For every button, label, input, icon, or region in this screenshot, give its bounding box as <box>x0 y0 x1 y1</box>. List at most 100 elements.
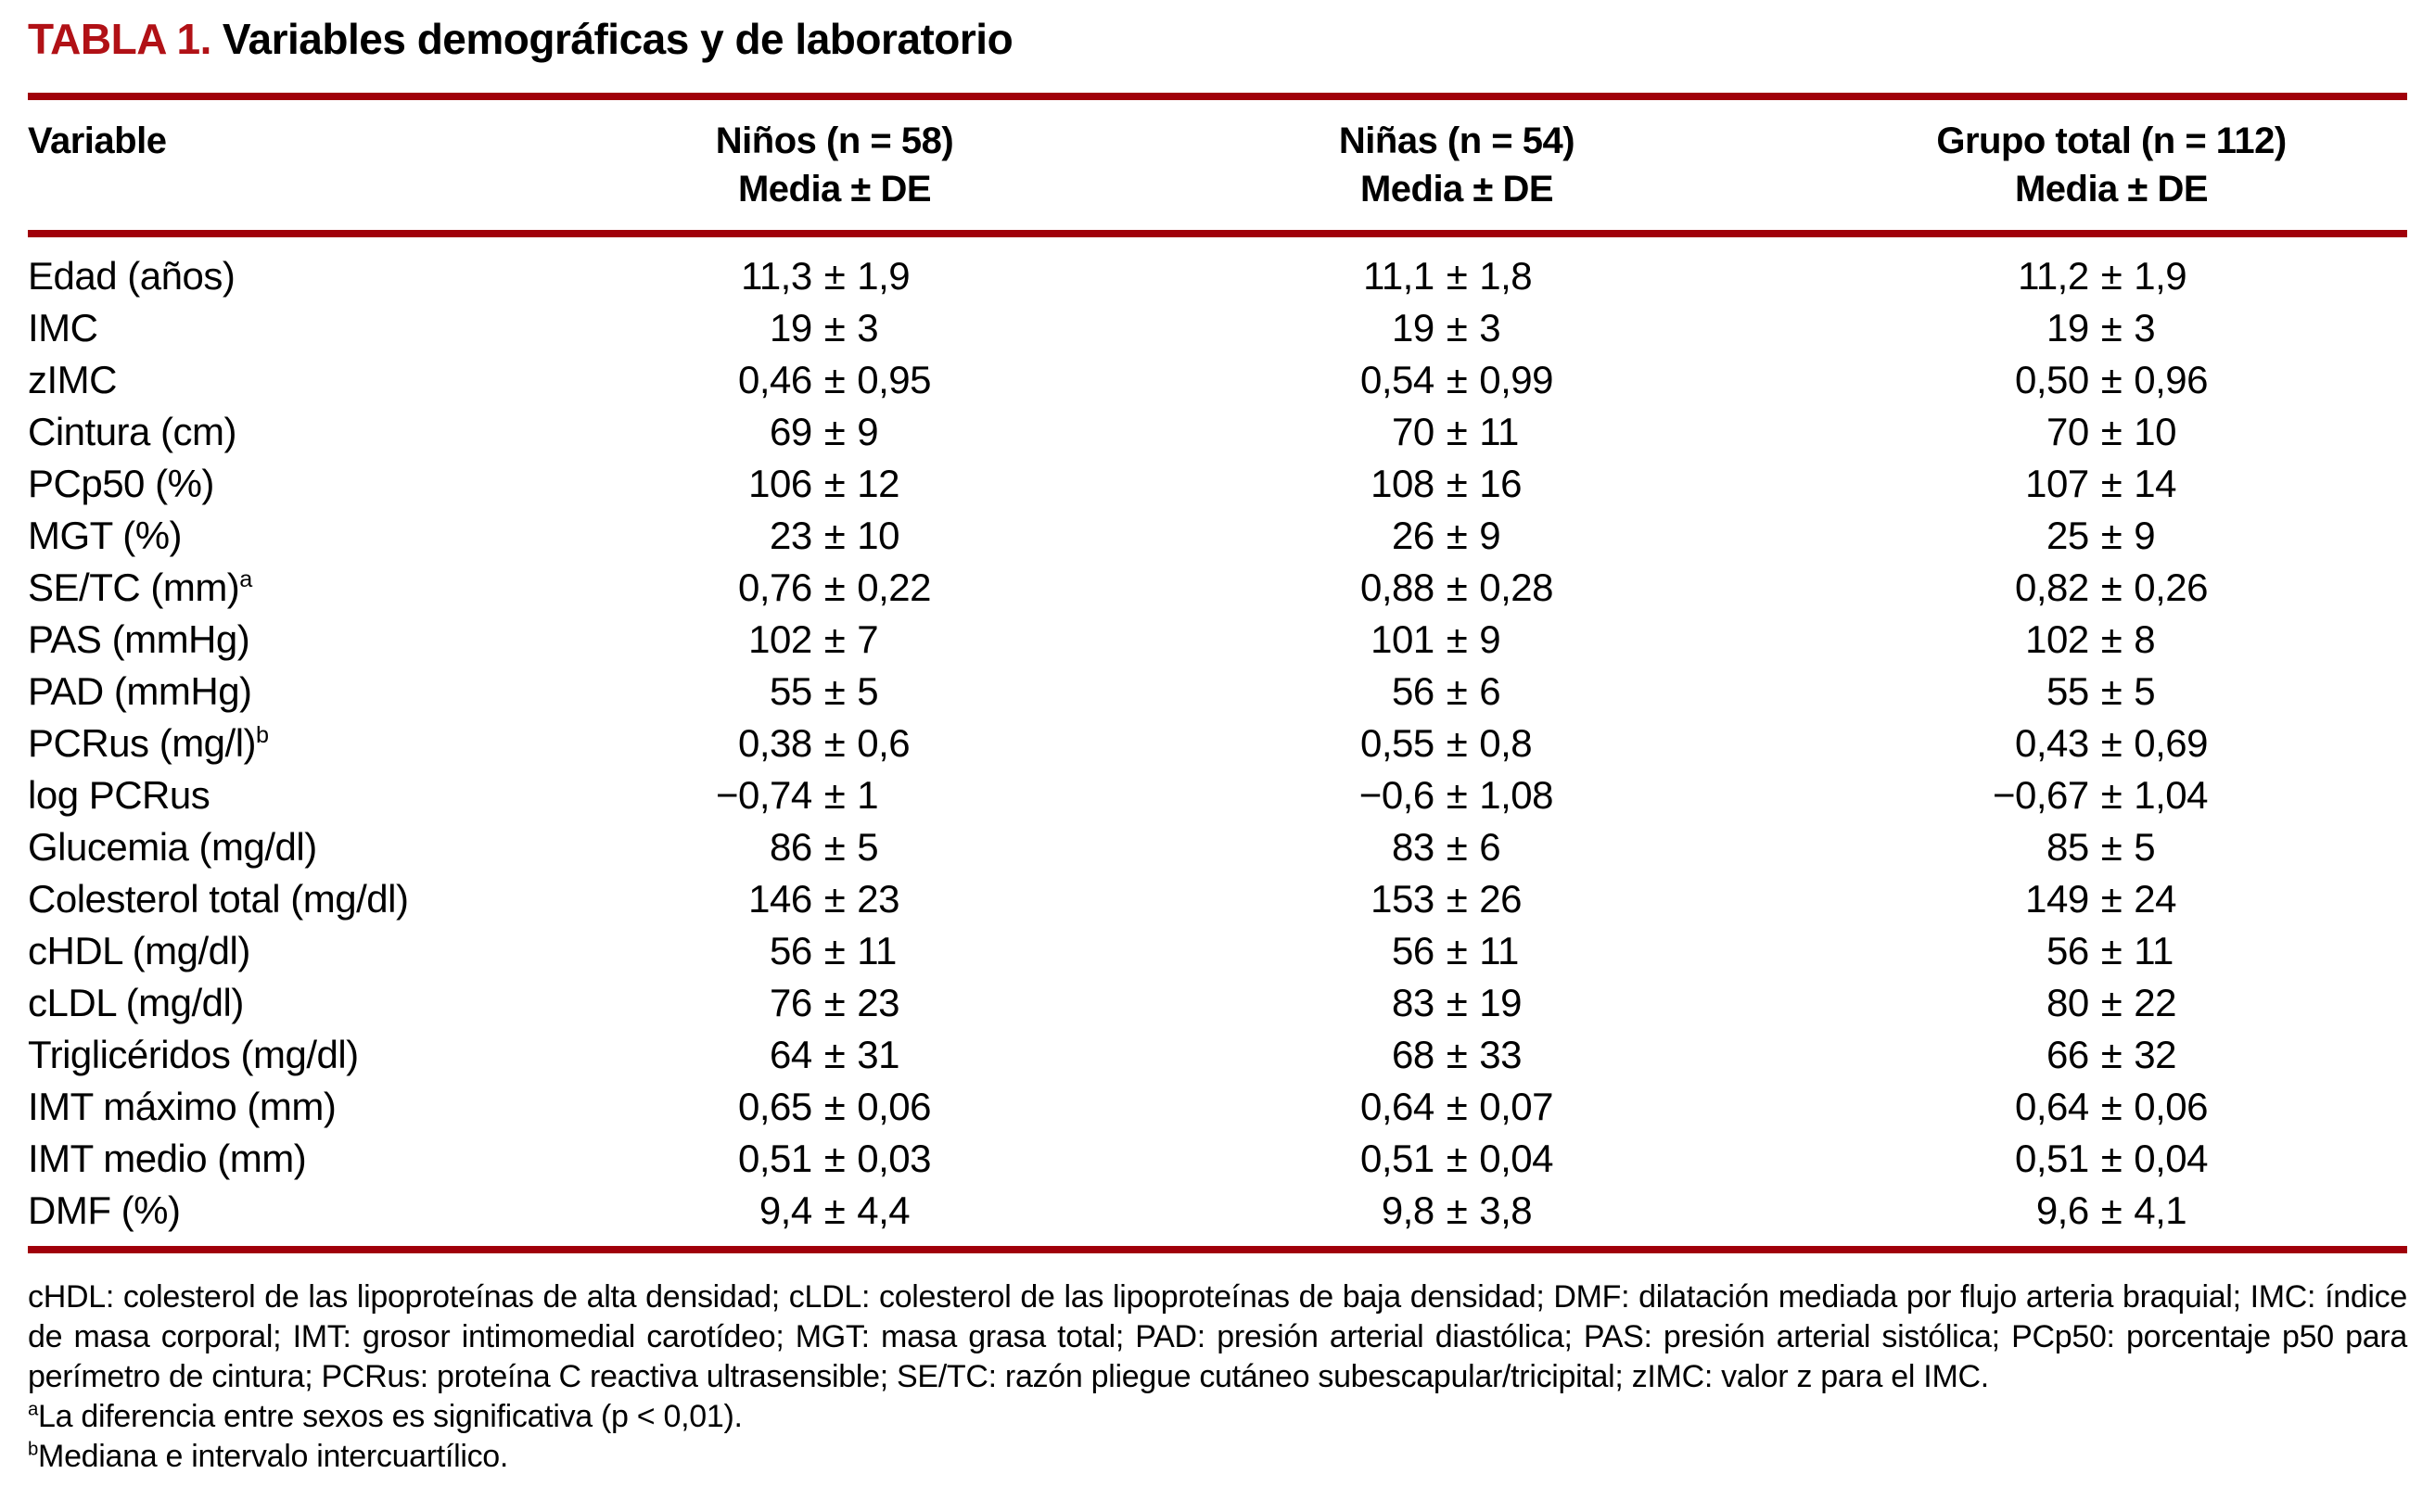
table-row: Triglicéridos (mg/dl) 64 ±31 68 ±33 66 ±32 <box>28 1029 2407 1081</box>
value-grupo-total: 55 ±5 <box>2046 669 2156 713</box>
row-label: SE/TC (mm)a <box>28 565 252 609</box>
table-row: DMF (%) 9,4 ±4,4 9,8 ±3,8 9,6 ±4,1 <box>28 1185 2407 1237</box>
plus-minus: ± <box>823 1137 846 1180</box>
value-ninos: 86 ±5 <box>770 825 879 869</box>
plus-minus: ± <box>1446 669 1468 713</box>
plus-minus: ± <box>2100 1137 2123 1180</box>
footnote-marker: b <box>28 1439 39 1460</box>
row-label: Triglicéridos (mg/dl) <box>28 1033 359 1076</box>
row-label: IMT máximo (mm) <box>28 1085 337 1128</box>
value-grupo-total: 0,64 ±0,06 <box>2014 1085 2209 1128</box>
column-subheader: Media ± DE <box>1359 169 1554 210</box>
plus-minus: ± <box>1446 1137 1468 1180</box>
plus-minus: ± <box>2100 462 2123 505</box>
plus-minus: ± <box>2100 617 2123 661</box>
value-ninos: −0,74 ±1 <box>715 773 879 817</box>
table-row: Cintura (cm) 69 ±9 70 ±11 70 ±10 <box>28 406 2407 458</box>
row-label: PCRus (mg/l)b <box>28 721 269 765</box>
value-ninas: 83 ±6 <box>1392 825 1501 869</box>
plus-minus: ± <box>2100 669 2123 713</box>
value-grupo-total: 80 ±22 <box>2046 981 2176 1024</box>
plus-minus: ± <box>1446 981 1468 1024</box>
table-title: TABLA 1. Variables demográficas y de labo… <box>28 13 2407 65</box>
plus-minus: ± <box>1446 1188 1468 1232</box>
value-grupo-total: 11,2 ±1,9 <box>2018 254 2187 298</box>
lettered-note: aLa diferencia entre sexos es significat… <box>28 1399 743 1434</box>
value-ninos: 69 ±9 <box>770 410 879 453</box>
plus-minus: ± <box>1446 773 1468 817</box>
plus-minus: ± <box>823 1033 846 1076</box>
value-ninas: 68 ±33 <box>1392 1033 1522 1076</box>
plus-minus: ± <box>1446 254 1468 298</box>
plus-minus: ± <box>823 825 846 869</box>
plus-minus: ± <box>1446 306 1468 349</box>
value-ninas: −0,6 ±1,08 <box>1358 773 1554 817</box>
footnote-marker: a <box>28 1399 39 1420</box>
value-ninas: 0,64 ±0,07 <box>1359 1085 1554 1128</box>
row-label: MGT (%) <box>28 514 183 557</box>
table-row: cHDL (mg/dl) 56 ±11 56 ±11 56 ±11 <box>28 925 2407 977</box>
value-ninos: 0,46 ±0,95 <box>737 358 932 401</box>
value-ninas: 0,88 ±0,28 <box>1359 565 1554 609</box>
plus-minus: ± <box>1446 410 1468 453</box>
plus-minus: ± <box>2100 514 2123 557</box>
value-ninas: 153 ±26 <box>1370 877 1522 921</box>
plus-minus: ± <box>1446 358 1468 401</box>
plus-minus: ± <box>1446 1085 1468 1128</box>
plus-minus: ± <box>823 410 846 453</box>
row-label: zIMC <box>28 358 118 401</box>
table-row: Colesterol total (mg/dl) 146 ±23 153 ±26 149 ±… <box>28 873 2407 925</box>
plus-minus: ± <box>1446 825 1468 869</box>
value-ninas: 108 ±16 <box>1370 462 1522 505</box>
row-label: Edad (años) <box>28 254 236 298</box>
row-label: PAD (mmHg) <box>28 669 252 713</box>
column-subheader: Media ± DE <box>737 169 932 210</box>
column-header-variable: Variable <box>28 117 584 165</box>
value-grupo-total: 149 ±24 <box>2025 877 2176 921</box>
value-grupo-total: 56 ±11 <box>2046 929 2174 972</box>
value-ninas: 0,54 ±0,99 <box>1359 358 1554 401</box>
plus-minus: ± <box>2100 773 2123 817</box>
abbreviations-note: cHDL: colesterol de las lipoproteínas de… <box>28 1279 2407 1394</box>
column-header-ninas: Niñas (n = 54) Media ± DE <box>1085 117 1829 213</box>
plus-minus: ± <box>823 1188 846 1232</box>
row-label: Glucemia (mg/dl) <box>28 825 317 869</box>
plus-minus: ± <box>1446 929 1468 972</box>
value-ninas: 101 ±9 <box>1370 617 1501 661</box>
value-ninos: 106 ±12 <box>748 462 899 505</box>
value-ninos: 55 ±5 <box>770 669 879 713</box>
row-label: PAS (mmHg) <box>28 617 250 661</box>
plus-minus: ± <box>2100 1085 2123 1128</box>
value-ninas: 0,51 ±0,04 <box>1359 1137 1554 1180</box>
value-grupo-total: 102 ±8 <box>2025 617 2156 661</box>
plus-minus: ± <box>823 462 846 505</box>
value-grupo-total: 85 ±5 <box>2046 825 2156 869</box>
plus-minus: ± <box>823 358 846 401</box>
value-grupo-total: 0,82 ±0,26 <box>2014 565 2209 609</box>
table-body: Edad (años) 11,3 ±1,9 11,1 ±1,8 11,2 ±1,9 IMC 19… <box>28 237 2407 1246</box>
plus-minus: ± <box>823 617 846 661</box>
plus-minus: ± <box>1446 721 1468 765</box>
table-row: IMT máximo (mm) 0,65 ±0,06 0,64 ±0,07 0,64 ±0,… <box>28 1081 2407 1133</box>
value-grupo-total: 66 ±32 <box>2046 1033 2176 1076</box>
row-label: log PCRus <box>28 773 210 817</box>
header-rule <box>28 230 2407 237</box>
table-row: MGT (%) 23 ±10 26 ±9 25 ±9 <box>28 510 2407 562</box>
row-label: IMC <box>28 306 98 349</box>
plus-minus: ± <box>2100 825 2123 869</box>
column-header-label: Niños (n = 58) <box>715 121 954 161</box>
value-grupo-total: 9,6 ±4,1 <box>2035 1188 2187 1232</box>
value-ninos: 64 ±31 <box>770 1033 899 1076</box>
value-grupo-total: 107 ±14 <box>2025 462 2176 505</box>
row-label: cHDL (mg/dl) <box>28 929 250 972</box>
plus-minus: ± <box>823 773 846 817</box>
table-row: log PCRus −0,74 ±1 −0,6 ±1,08 −0,67 ±1,04 <box>28 769 2407 821</box>
value-ninos: 146 ±23 <box>748 877 899 921</box>
value-ninos: 9,4 ±4,4 <box>759 1188 911 1232</box>
top-rule <box>28 93 2407 100</box>
table-header-row: Variable Niños (n = 58) Media ± DE Niñas… <box>28 100 2407 230</box>
footnote-marker: b <box>256 722 269 748</box>
plus-minus: ± <box>2100 929 2123 972</box>
column-header-grupo-total: Grupo total (n = 112) Media ± DE <box>1829 117 2394 213</box>
table-caption: Variables demográficas y de laboratorio <box>222 15 1014 63</box>
